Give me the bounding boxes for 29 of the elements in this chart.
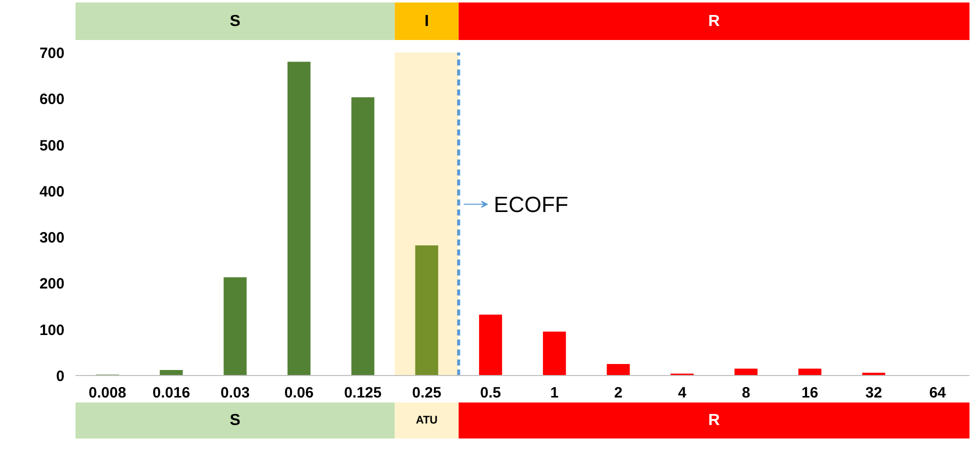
y-tick-label: 500 xyxy=(39,137,65,154)
x-tick-label: 0.125 xyxy=(344,384,382,402)
y-tick-label: 700 xyxy=(39,45,65,62)
x-tick-label: 64 xyxy=(929,384,947,402)
x-tick-label: 0.008 xyxy=(88,384,126,402)
x-tick-label: 2 xyxy=(614,384,622,402)
x-tick-label: 1 xyxy=(550,384,559,402)
x-tick-label: 0.5 xyxy=(480,384,502,402)
y-tick-label: 400 xyxy=(39,183,65,200)
y-tick-label: 600 xyxy=(39,91,65,108)
text: ATU xyxy=(416,414,438,426)
y-tick-label: 200 xyxy=(39,276,65,293)
y-tick-label: 300 xyxy=(39,230,65,247)
x-tick-label: 0.03 xyxy=(220,384,250,402)
x-tick-label: 0.25 xyxy=(412,384,442,402)
x-tick-label: 16 xyxy=(802,384,818,402)
text: R xyxy=(708,13,720,30)
x-tick-label: 4 xyxy=(678,384,687,402)
text: R xyxy=(708,412,720,429)
x-tick-label: 8 xyxy=(742,384,750,402)
text: S xyxy=(230,13,241,30)
y-tick-label: 0 xyxy=(56,368,64,385)
y-tick-label: 100 xyxy=(39,322,65,339)
ref-line-label: ECOFF xyxy=(494,192,568,217)
x-tick-label: 32 xyxy=(865,384,882,402)
text: S xyxy=(230,412,241,429)
text: I xyxy=(424,13,429,30)
x-tick-label: 0.06 xyxy=(284,384,314,402)
x-tick-label: 0.016 xyxy=(152,384,190,402)
